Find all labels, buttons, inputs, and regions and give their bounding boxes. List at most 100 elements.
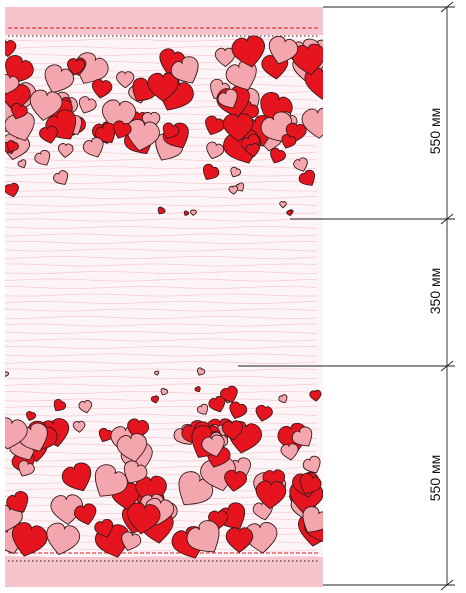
heart-shape <box>116 433 148 463</box>
heart-shape <box>53 170 69 185</box>
heart-shape <box>225 527 254 553</box>
heart-shape <box>91 78 113 99</box>
heart-shape <box>50 494 83 525</box>
stripe-line <box>5 368 318 372</box>
heart-shape <box>231 35 266 68</box>
heart-shape <box>162 122 180 139</box>
dimension-label-bottom: 550 мм <box>427 454 443 502</box>
heart-shape <box>18 460 35 477</box>
heart-shape <box>147 72 179 102</box>
stripe-line <box>5 181 318 184</box>
heart-shape <box>302 455 321 474</box>
stripe-line <box>5 338 318 342</box>
stripe-line <box>5 188 318 192</box>
heart-shape <box>157 206 166 215</box>
heart-shape <box>270 147 286 164</box>
heart-shape <box>260 111 293 143</box>
heart-shape <box>25 411 37 421</box>
heart-shape <box>221 420 243 441</box>
heart-shape <box>230 166 242 178</box>
heart-shape <box>224 469 248 492</box>
heart-shape <box>183 210 190 216</box>
stripe-line <box>5 218 318 222</box>
heart-shape <box>6 491 29 513</box>
stripe-line <box>5 278 318 282</box>
heart-shape <box>121 531 142 551</box>
heart-shape <box>309 389 322 402</box>
heart-shape <box>29 89 63 121</box>
stripe-line <box>5 256 318 259</box>
heart-shape <box>116 71 135 89</box>
heart-shape <box>222 113 254 142</box>
dimension-lines <box>238 1 455 591</box>
stripe-line <box>5 466 318 469</box>
dimension-label-middle: 350 мм <box>427 267 443 315</box>
heart-shape <box>196 403 209 415</box>
heart-shape <box>39 125 58 144</box>
dimension-label-top: 550 мм <box>427 107 443 155</box>
heart-shape <box>196 367 206 376</box>
stripe-line <box>5 196 318 199</box>
stripe-line <box>5 323 317 327</box>
heart-shape <box>255 404 273 422</box>
stripe-line <box>5 233 318 237</box>
heart-shape <box>217 88 238 109</box>
stripe-line <box>5 331 318 334</box>
heart-shape <box>228 185 239 195</box>
stripe-line <box>5 301 318 304</box>
stripe-line <box>5 38 318 42</box>
heart-shape <box>281 134 297 149</box>
heart-shape <box>67 58 86 76</box>
heart-shape <box>299 472 322 495</box>
heart-shape <box>5 417 28 450</box>
heart-shape <box>44 64 75 94</box>
heart-shape <box>73 503 97 526</box>
fabric-panel <box>5 7 323 587</box>
stripe-line <box>5 316 318 319</box>
heart-shape <box>94 464 128 497</box>
stripe-line <box>5 293 318 297</box>
heart-shape <box>10 102 28 120</box>
heart-shape <box>201 434 225 458</box>
dim-tick <box>440 1 454 13</box>
stripe-line <box>5 166 318 169</box>
heart-shape <box>5 182 19 198</box>
heart-shape <box>82 137 104 158</box>
heart-shape <box>78 400 93 414</box>
stripe-line <box>5 271 318 274</box>
heart-shape <box>53 398 67 412</box>
heart-shape <box>5 74 20 95</box>
heart-shape <box>72 420 86 433</box>
stripe-line <box>5 383 318 387</box>
heart-shape <box>278 394 288 404</box>
heart-shape <box>17 159 27 169</box>
heart-shape <box>170 56 199 84</box>
heart-shape <box>34 149 51 166</box>
bottom-border <box>5 557 323 587</box>
heart-shape <box>190 209 197 216</box>
heart-shape <box>302 506 323 533</box>
heart-shape <box>225 59 257 91</box>
heart-shape <box>286 209 293 217</box>
heart-shape <box>5 504 23 532</box>
stripe-line <box>5 308 318 312</box>
stripe-line <box>5 458 318 462</box>
heart-shape <box>94 518 114 538</box>
stripe-line <box>5 211 318 214</box>
heart-shape <box>280 443 299 461</box>
heart-shape <box>245 143 260 157</box>
dim-tick <box>440 579 454 591</box>
heart-shape <box>298 169 316 186</box>
heart-shape <box>220 385 238 403</box>
heart-shape <box>304 66 323 100</box>
stripe-line <box>5 376 317 379</box>
stripe-line <box>5 203 318 207</box>
heart-shape <box>160 387 169 396</box>
heart-shape <box>5 40 17 58</box>
heart-shape <box>127 502 161 535</box>
heart-shape <box>5 55 34 84</box>
heart-shape <box>57 143 74 158</box>
heart-shape <box>206 141 225 160</box>
heart-shape <box>186 520 220 553</box>
